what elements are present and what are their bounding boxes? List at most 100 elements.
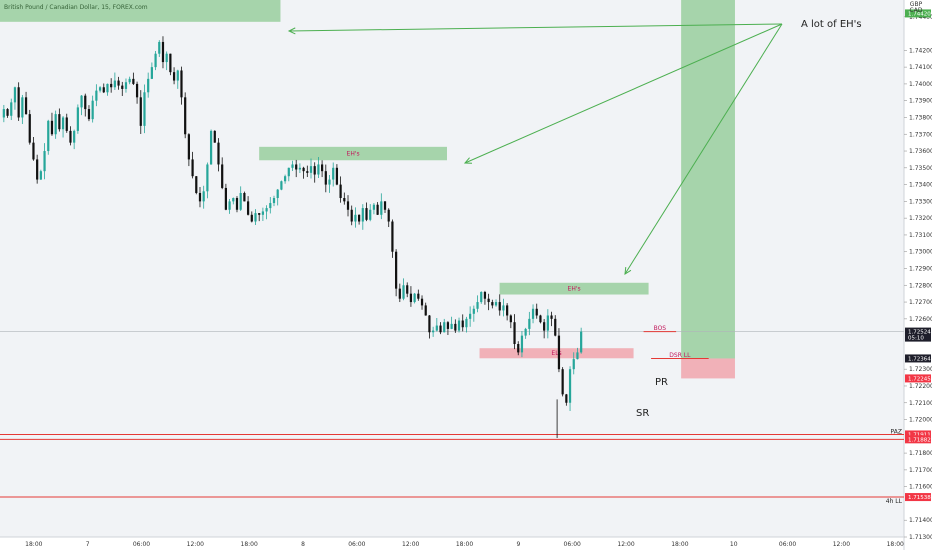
- x-tick-label: 9: [516, 541, 520, 548]
- candle-body: [258, 213, 261, 215]
- y-tick-label: 1.73300: [909, 198, 932, 205]
- candle-body: [346, 201, 350, 210]
- candle-body: [287, 167, 290, 177]
- y-tick-label: 1.71600: [909, 484, 932, 491]
- candle-body: [376, 204, 379, 215]
- candle-body: [520, 335, 524, 353]
- candle-body: [246, 201, 250, 215]
- green-zone[interactable]: [0, 0, 281, 22]
- price-tag[interactable]: [905, 9, 931, 18]
- candle-body: [402, 285, 405, 299]
- x-tick-label: 8: [301, 541, 305, 548]
- candle-body: [158, 41, 161, 54]
- candle-body: [417, 293, 420, 299]
- candle-body: [47, 120, 50, 152]
- candle-body: [483, 291, 487, 299]
- candle-body: [395, 251, 398, 289]
- price-tag[interactable]: [905, 354, 931, 363]
- candle-body: [432, 330, 435, 333]
- ray-label: BOS: [654, 325, 667, 332]
- candle-body: [135, 83, 139, 98]
- candle-body: [498, 302, 501, 311]
- price-tag[interactable]: [905, 493, 931, 502]
- candle-body: [61, 117, 65, 130]
- green-zone[interactable]: [681, 0, 735, 359]
- candle-body: [306, 171, 309, 173]
- arrow-head: [624, 266, 632, 275]
- price-tag[interactable]: [905, 374, 931, 383]
- candle-body: [380, 201, 383, 215]
- candle-body: [465, 318, 468, 328]
- candle-body: [424, 305, 427, 316]
- y-tick-label: 1.72200: [909, 383, 932, 390]
- candle-body: [117, 80, 120, 86]
- green-zone[interactable]: [499, 282, 649, 295]
- candle-body: [184, 97, 187, 135]
- arrow-line[interactable]: [464, 23, 783, 164]
- candle-body: [250, 214, 253, 222]
- price-tag[interactable]: [905, 435, 931, 444]
- candle-body: [446, 322, 450, 329]
- price-tag-label: 1.72524: [908, 330, 931, 336]
- candle-body: [32, 142, 35, 160]
- y-tick-label: 1.73000: [909, 249, 932, 256]
- candle-body: [302, 167, 305, 172]
- candle-body: [202, 191, 205, 202]
- candle-body: [24, 97, 28, 115]
- candle-body: [10, 102, 13, 116]
- candle-body: [124, 82, 128, 89]
- x-tick-label: 12:00: [833, 541, 850, 548]
- candle-body: [487, 298, 490, 303]
- time-axis-panel[interactable]: [0, 537, 904, 550]
- arrow-line[interactable]: [288, 23, 783, 32]
- candle-body: [568, 369, 572, 403]
- y-tick-label: 1.73800: [909, 114, 932, 121]
- candle-body: [13, 87, 17, 103]
- candle-body: [95, 90, 98, 101]
- y-tick-label: 1.72000: [909, 417, 932, 424]
- candle-body: [324, 171, 327, 185]
- green-zone[interactable]: [259, 146, 447, 161]
- annotation-sr: SR: [636, 408, 649, 419]
- candle-body: [213, 130, 216, 143]
- candle-body: [161, 41, 165, 63]
- x-tick-label: 12:00: [617, 541, 634, 548]
- y-tick-label: 1.74200: [909, 47, 932, 54]
- y-tick-label: 1.73100: [909, 232, 932, 239]
- candle-body: [224, 187, 227, 210]
- candle-body: [187, 134, 190, 160]
- candle-body: [550, 315, 553, 319]
- hline-label: PAZ: [891, 428, 902, 435]
- candle-body: [147, 78, 150, 93]
- currency-label: GBP: [910, 1, 923, 8]
- candle-body: [543, 322, 546, 331]
- x-tick-label: 18:00: [671, 541, 688, 548]
- price-tag-countdown: 05:10: [908, 336, 924, 342]
- zone-label: EH's: [568, 286, 581, 293]
- candle-body: [491, 302, 494, 306]
- price-tag[interactable]: [905, 327, 931, 342]
- candle-body: [221, 164, 224, 188]
- red-zone[interactable]: [479, 348, 634, 359]
- candle-body: [232, 198, 235, 202]
- y-tick-label: 1.71300: [909, 534, 932, 541]
- candle-body: [235, 198, 239, 210]
- candle-body: [365, 208, 368, 220]
- candle-body: [143, 92, 146, 126]
- red-zone[interactable]: [681, 358, 735, 379]
- candle-body: [243, 192, 246, 202]
- arrow-line[interactable]: [624, 23, 783, 275]
- price-tag-label: 1.71882: [908, 437, 931, 443]
- candle-body: [228, 201, 231, 210]
- price-tag-label: 1.71538: [908, 495, 931, 501]
- candle-body: [261, 211, 265, 215]
- candle-body: [206, 164, 209, 192]
- price-tag[interactable]: [905, 430, 931, 439]
- price-tag-label: 1.74420: [908, 11, 931, 17]
- candle-body: [361, 208, 364, 222]
- candle-body: [472, 308, 475, 314]
- candle-body: [332, 167, 335, 180]
- price-axis-panel[interactable]: [904, 0, 932, 550]
- candle-body: [172, 72, 176, 81]
